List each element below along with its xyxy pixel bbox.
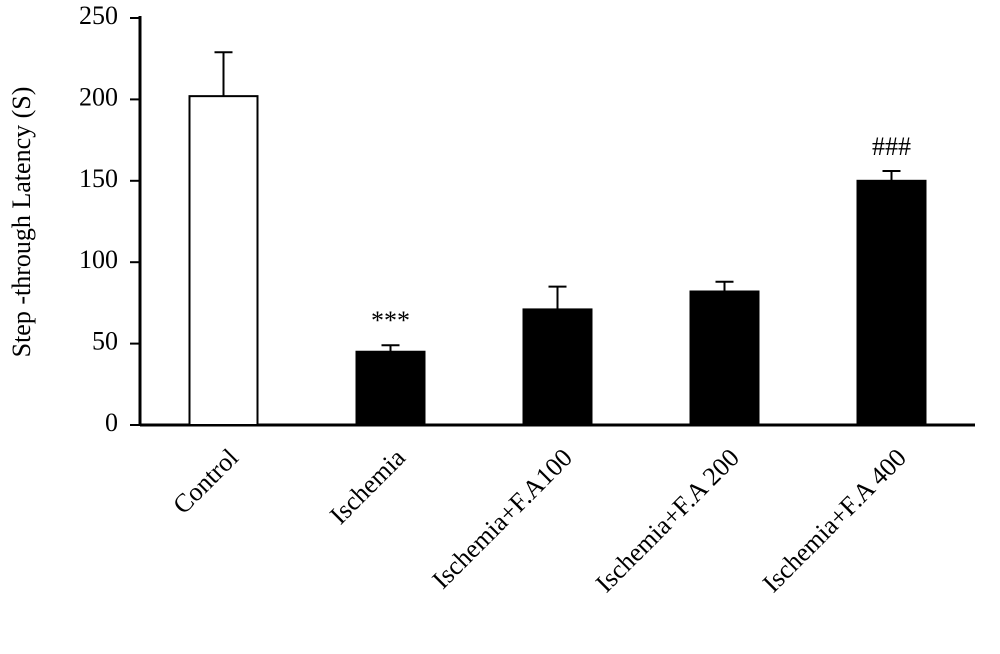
y-tick-label: 100 [79, 245, 118, 274]
x-tick-label: Control [167, 443, 244, 520]
x-tick-label: Ischemia [324, 443, 411, 530]
significance-label: *** [371, 306, 410, 335]
bar [355, 350, 426, 426]
x-tick-label: Ischemia+F.A 200 [590, 443, 745, 598]
y-tick-label: 150 [79, 164, 118, 193]
bar [689, 290, 760, 426]
bar [856, 179, 927, 426]
y-tick-label: 50 [92, 327, 118, 356]
bar [188, 95, 259, 426]
significance-label: ### [872, 132, 911, 161]
y-tick-label: 200 [79, 82, 118, 111]
bar [522, 308, 593, 426]
y-axis-label: Step -through Latency (S) [7, 87, 36, 358]
y-tick-label: 0 [105, 408, 118, 437]
y-tick-label: 250 [79, 1, 118, 30]
x-tick-label: Ischemia+F.A 400 [757, 443, 912, 598]
x-tick-label: Ischemia+F.A100 [427, 443, 578, 594]
